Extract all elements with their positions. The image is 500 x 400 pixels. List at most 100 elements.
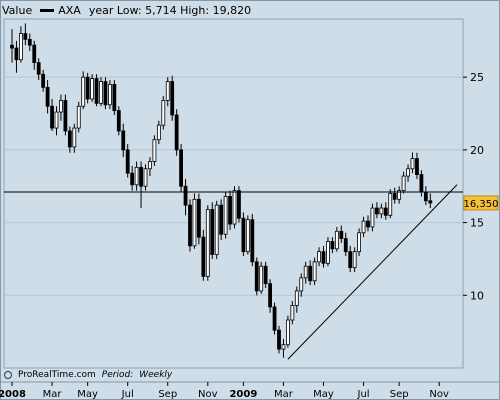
candle-body <box>250 219 255 263</box>
y-tick-label: 10 <box>470 289 484 302</box>
candle-body <box>10 44 14 49</box>
candle <box>130 165 135 191</box>
candle <box>352 247 357 273</box>
candle <box>415 152 419 179</box>
candle <box>152 135 157 166</box>
candle <box>41 69 46 92</box>
x-tick-label: Mar <box>43 389 63 400</box>
candle <box>334 226 339 252</box>
candle-body <box>374 207 379 215</box>
candle-body <box>125 149 130 174</box>
candle <box>321 245 326 268</box>
candle <box>259 261 264 294</box>
candle <box>148 157 152 177</box>
candle <box>18 26 23 63</box>
candle <box>32 40 37 70</box>
price-tag <box>463 195 499 211</box>
candle-body <box>352 251 357 269</box>
candle-body <box>392 193 397 200</box>
candle-body <box>330 241 335 250</box>
candle <box>112 80 117 115</box>
candle <box>23 23 28 46</box>
candle-body <box>419 174 424 193</box>
x-tick-label: Jul <box>121 389 134 400</box>
candle-body <box>379 207 384 215</box>
candle <box>268 279 273 313</box>
candle-body <box>326 241 330 264</box>
candle-body <box>192 198 197 247</box>
candle <box>76 101 81 133</box>
candle <box>81 71 86 110</box>
x-tick-label: 2009 <box>229 389 257 400</box>
candle-body <box>139 166 143 187</box>
candle-body <box>205 209 210 277</box>
candle-body <box>245 219 250 253</box>
overlays: 16,350 <box>4 184 499 360</box>
candle-body <box>112 84 117 112</box>
x-tick-label: Nov <box>429 389 449 400</box>
candle-body <box>268 283 273 308</box>
candle-body <box>254 261 259 292</box>
candle <box>45 80 50 114</box>
candle <box>290 301 295 325</box>
candle-body <box>170 81 175 116</box>
candle-body <box>156 124 161 141</box>
candle <box>205 205 210 281</box>
candle-body <box>174 114 179 151</box>
candle <box>294 286 299 313</box>
candle-body <box>54 111 59 129</box>
candle <box>250 213 255 267</box>
candle <box>156 120 161 145</box>
candle-body <box>214 204 219 255</box>
candle-body <box>130 172 135 186</box>
candle <box>85 72 90 104</box>
y-axis: 10 15 20 25 <box>463 71 484 302</box>
trendline <box>287 184 458 360</box>
candle <box>348 245 353 273</box>
candle-body <box>99 81 103 104</box>
candle <box>214 200 219 259</box>
x-axis: 2008 Mar May Jul Sep Nov 2009 Mar May Jul Sep Nov <box>0 381 500 400</box>
candle <box>299 273 304 297</box>
candle <box>99 77 103 107</box>
candle-body <box>406 168 410 177</box>
candle-body <box>188 204 192 247</box>
x-tick-label: Mar <box>274 389 294 400</box>
candle-body <box>232 190 237 225</box>
candle-body <box>103 81 108 106</box>
candle-body <box>210 209 215 255</box>
candle-body <box>308 265 313 282</box>
footer: ProRealTime.com Period: Weekly <box>4 370 172 380</box>
candle <box>210 202 215 259</box>
candle <box>374 202 379 219</box>
candle <box>63 94 68 136</box>
candle-body <box>277 329 281 350</box>
candle-body <box>415 158 419 175</box>
candle-body <box>263 265 268 285</box>
candle <box>285 315 290 348</box>
candle <box>223 192 228 239</box>
candle <box>383 202 388 220</box>
candle <box>161 96 166 130</box>
candle-body <box>148 161 152 170</box>
candle-body <box>81 76 86 107</box>
candle <box>410 152 415 174</box>
candle <box>143 164 148 191</box>
source-text[interactable]: ProRealTime.com <box>18 370 96 380</box>
candle <box>357 228 362 257</box>
x-tick-label: Nov <box>198 389 218 400</box>
candle <box>67 126 72 153</box>
x-tick-label: Sep <box>390 389 409 400</box>
value-label: Value <box>2 3 33 17</box>
candle-body <box>67 130 72 148</box>
candle-body <box>108 84 112 106</box>
candle-body <box>228 196 232 225</box>
candle-body <box>401 175 406 191</box>
candle <box>188 199 192 252</box>
candle-body <box>281 344 286 350</box>
y-tick-label: 20 <box>470 144 484 157</box>
candle <box>317 247 321 267</box>
x-tick-label: 2008 <box>0 389 26 400</box>
x-tick-label: May <box>77 389 98 400</box>
